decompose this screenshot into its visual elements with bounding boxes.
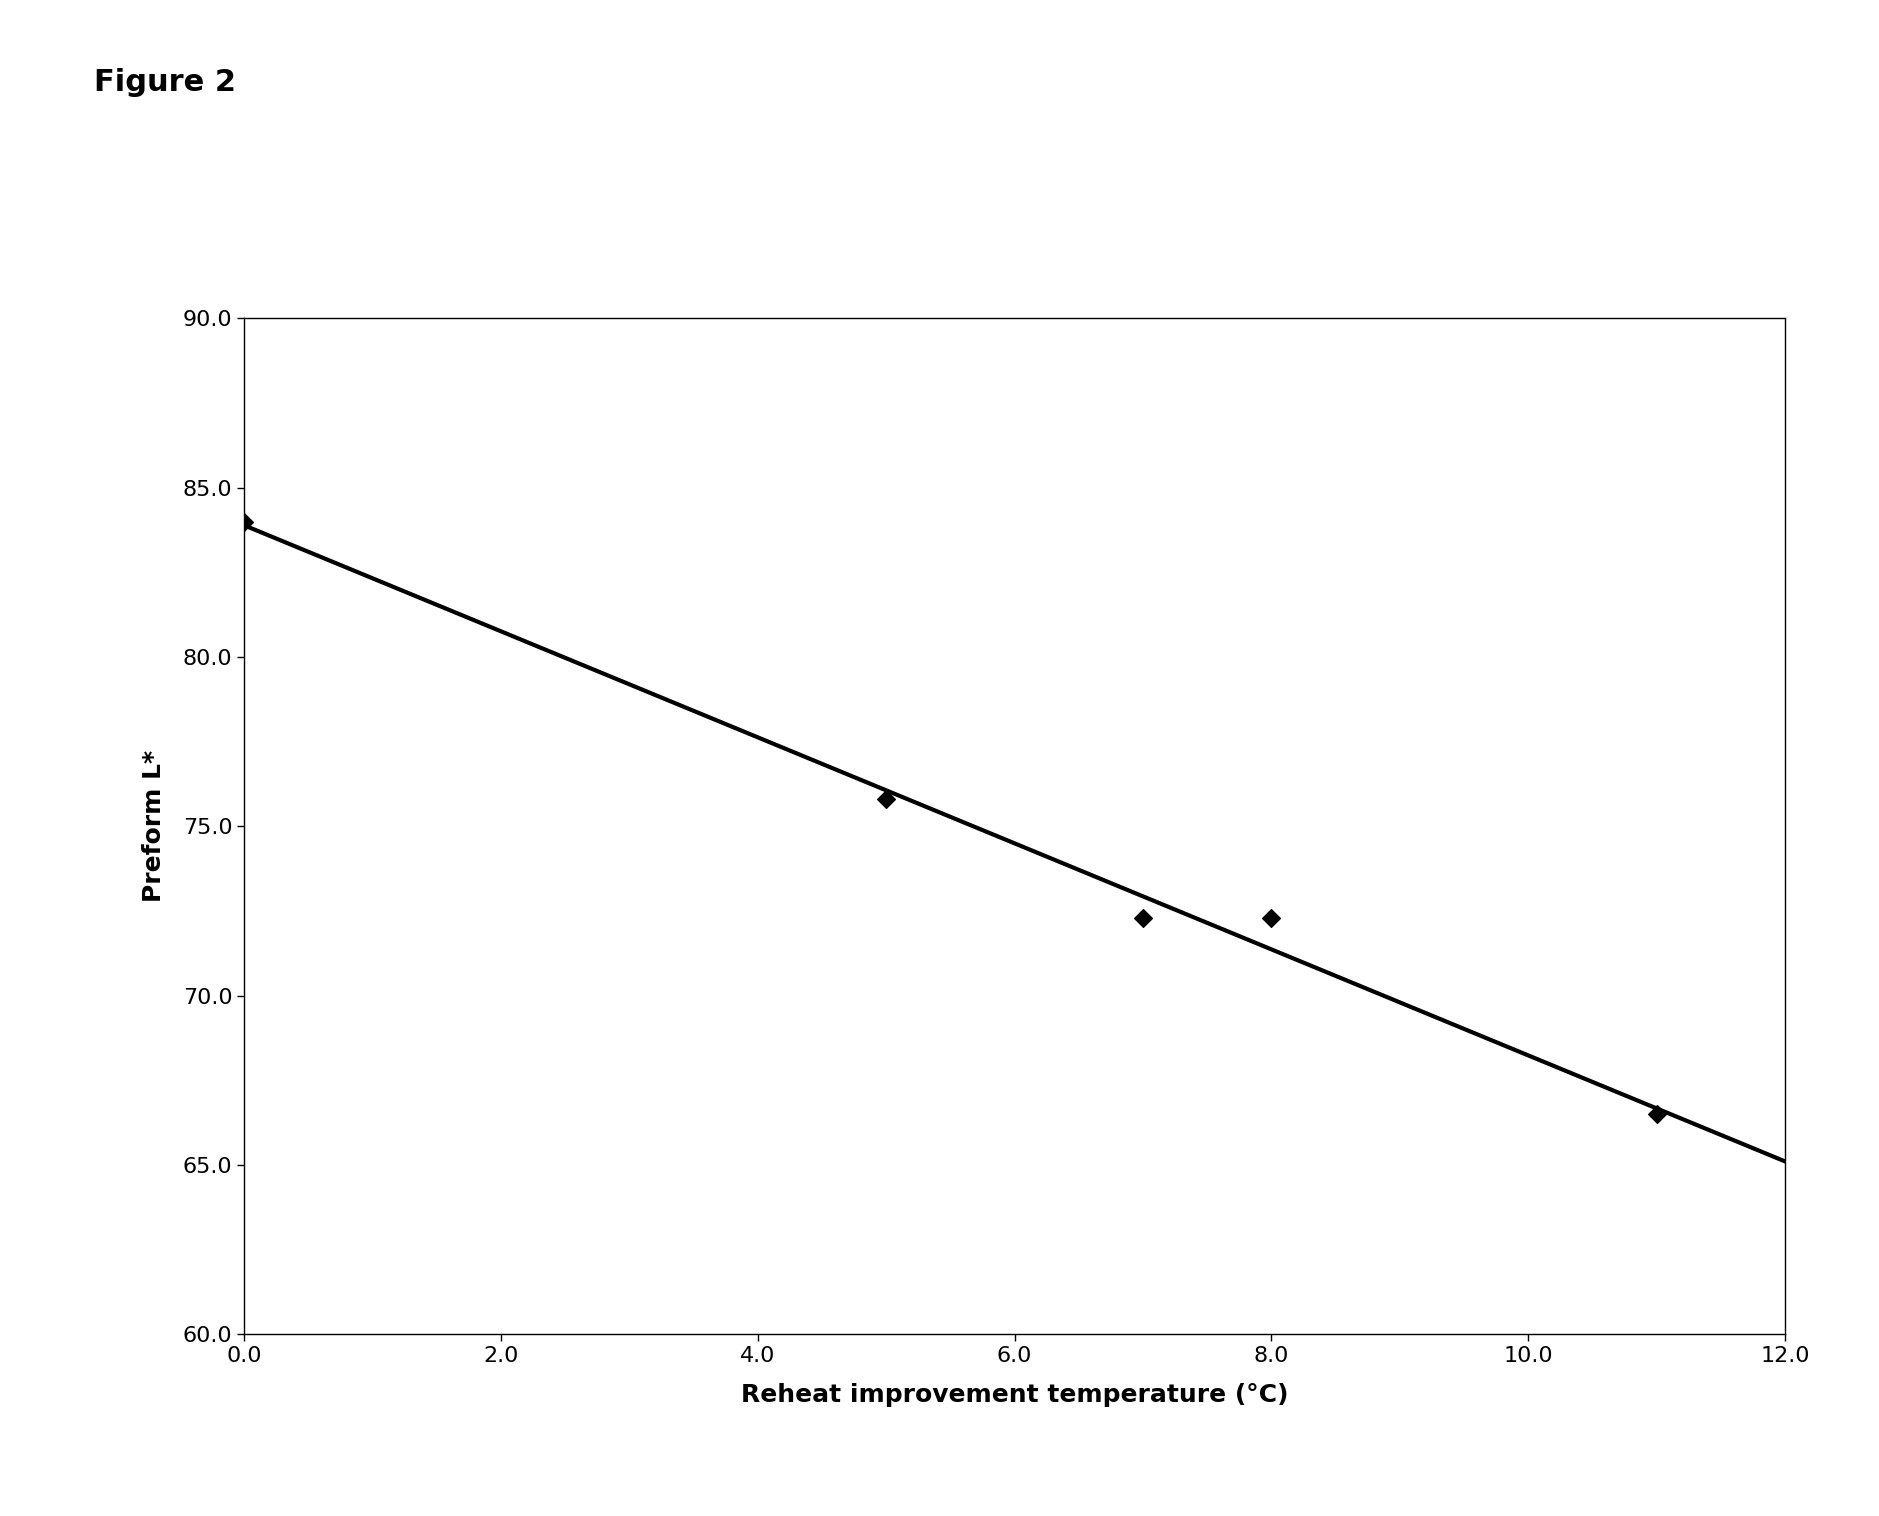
Point: [1127, 905, 1157, 929]
Point: [1257, 905, 1287, 929]
Text: Figure 2: Figure 2: [94, 68, 237, 97]
Point: [872, 787, 902, 811]
Y-axis label: Preform L*: Preform L*: [143, 750, 165, 902]
X-axis label: Reheat improvement temperature (°C): Reheat improvement temperature (°C): [740, 1383, 1289, 1407]
Point: [1642, 1102, 1672, 1126]
Point: [229, 509, 259, 534]
